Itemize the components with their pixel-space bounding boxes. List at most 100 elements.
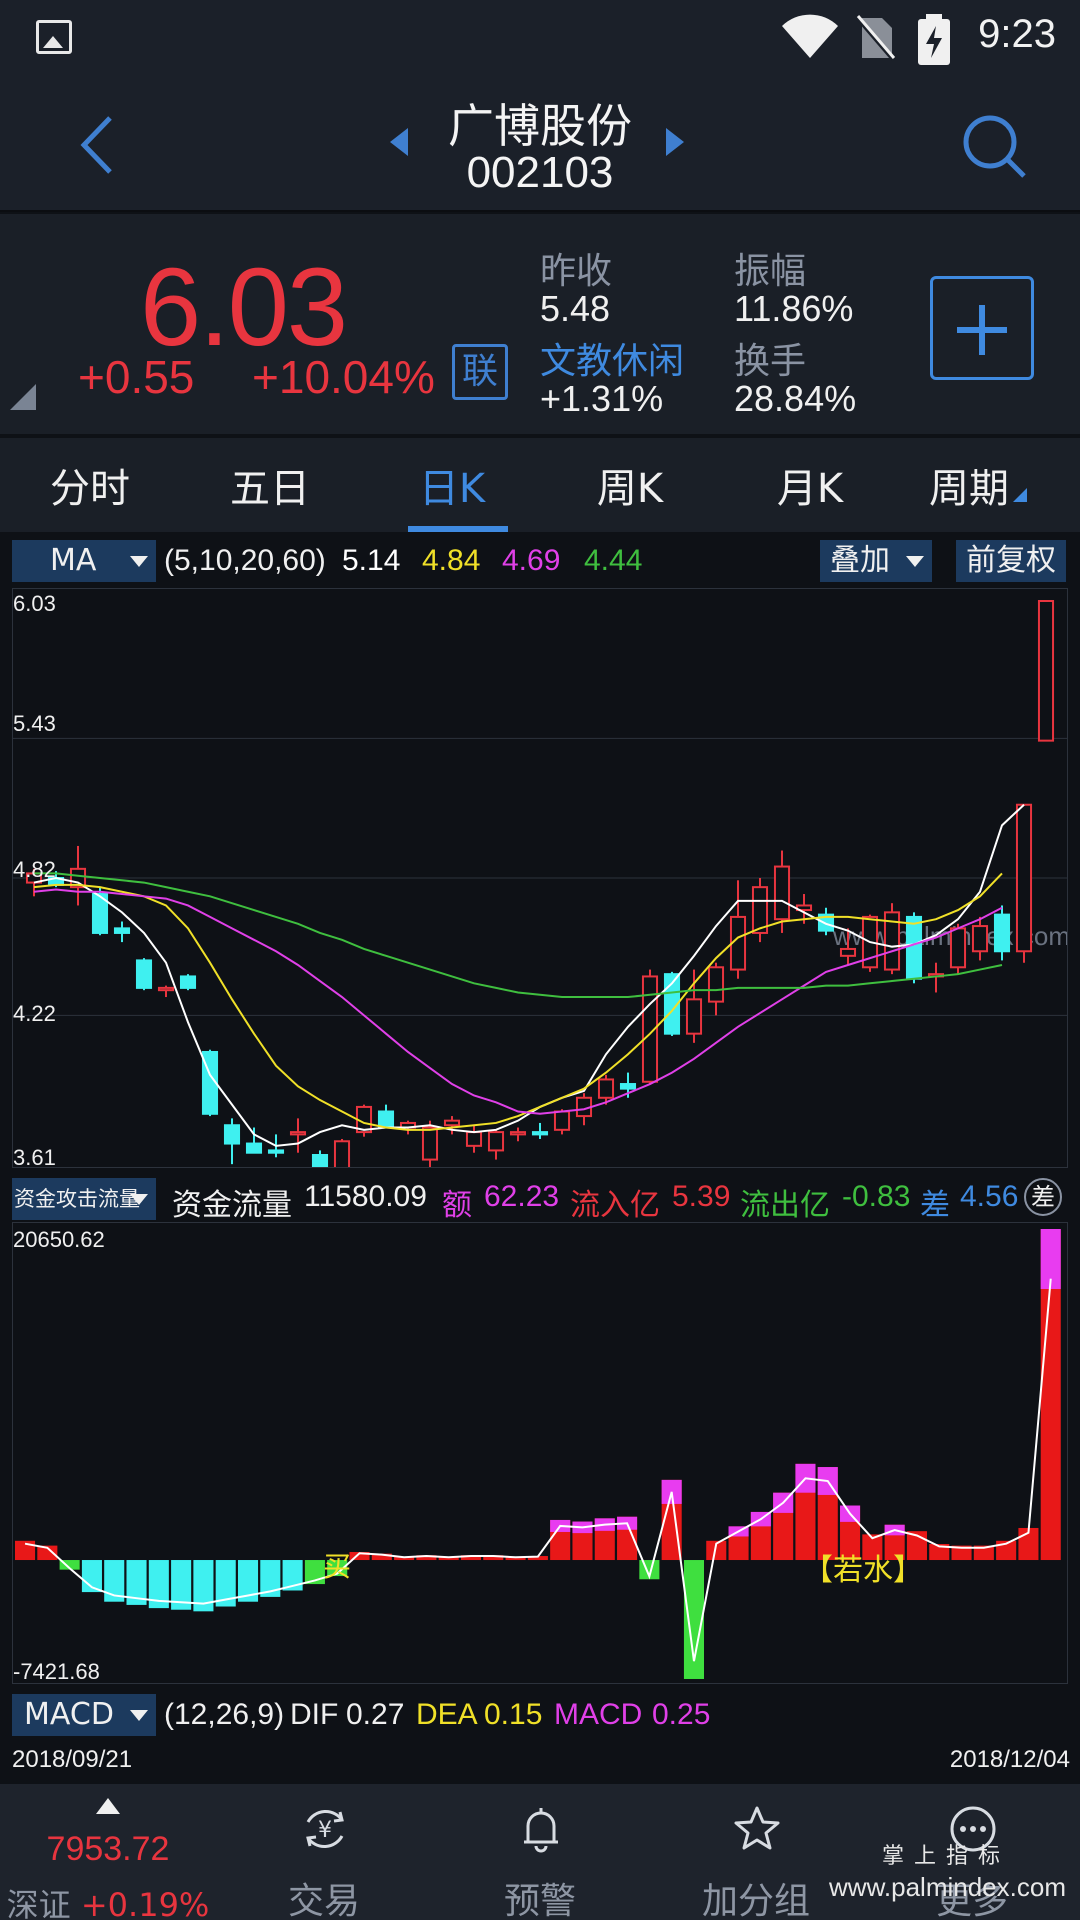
ma-line-ma5 [33,804,1025,1147]
fund-flow-bar [527,1556,548,1561]
stock-header: 广博股份 002103 [0,76,1080,212]
fund-flow-bar [505,1556,526,1561]
tab-period-label: 周期 [929,466,1009,512]
fund-flow-bar [483,1555,504,1561]
nav-trade[interactable]: ¥ 交易 [216,1784,432,1920]
nav-alert-label: 预警 [503,1881,576,1920]
fund-flow-dropdown-label: 资金攻击流量 [14,1187,140,1211]
fund-flow-value: 11580.09 [304,1180,427,1213]
nav-market-index[interactable]: 7953.72 深证 +0.19% [0,1784,216,1920]
tab-period[interactable]: 周期 [888,456,1068,514]
amount-label: 额 [442,1189,472,1222]
candle-up [157,986,175,992]
ma-line-ma20 [33,888,1003,1115]
candle-up [751,886,769,934]
candle-up [289,1131,307,1136]
tab-daily-k[interactable]: 日K [418,466,486,512]
date-range-row: 2018/09/21 2018/12/04 [0,1740,1080,1778]
forward-adjust-button[interactable]: 前复权 [956,540,1066,582]
macd-indicator-bar: MACD (12,26,9) DIF 0.27 DEA 0.15 MACD 0.… [0,1688,1080,1738]
candle-down [113,927,131,934]
candle-down [267,1149,285,1154]
dif-value: 0.27 [346,1698,405,1731]
candle-down [179,975,197,989]
fund-flow-bar [260,1560,281,1597]
candle-up [971,925,989,953]
candle-up [443,1119,461,1127]
ma-indicator-bar: MA (5,10,20,60) 5.14 4.84 4.69 4.44 叠加 前… [0,534,1080,586]
fund-flow-bar [349,1552,370,1561]
kline-chart-panel[interactable]: www.palmindex.com 6.03 5.43 4.82 4.22 3.… [12,588,1068,1170]
bell-icon [524,1808,558,1853]
search-icon[interactable] [960,112,1030,182]
candle-up [707,966,725,1003]
back-arrow-icon[interactable] [70,110,130,180]
price-axis-max: 6.03 [13,591,56,616]
candle-down [531,1131,549,1136]
tab-monthly-k[interactable]: 月K [776,466,844,512]
candle-down [245,1142,263,1154]
index-value: 7953.72 [46,1830,170,1868]
add-watchlist-button[interactable] [930,276,1034,380]
fund-flow-bar [394,1556,415,1561]
fund-flow-label: 资金流量 [172,1189,292,1222]
tab-weekly-k[interactable]: 周K [596,466,664,512]
nav-add-group[interactable]: 加分组 [648,1784,864,1920]
inflow-label: 流入亿 [570,1189,660,1222]
fund-flow-bar [683,1560,705,1679]
amount-value: 62.23 [484,1180,560,1213]
ma-params: (5,10,20,60) [164,544,326,577]
clock: 9:23 [978,12,1056,56]
fund-flow-bar [171,1560,192,1610]
fund-flow-bar [1040,1229,1061,1561]
buy-signal-label: 买 [323,1550,352,1583]
ma-line-ma60 [34,872,1003,999]
candle-up [509,1131,527,1136]
chart-period-tabs: 分时 五日 日K 周K 月K 周期 [0,438,1080,532]
price-axis-min: 3.61 [13,1145,56,1170]
diff-toggle-button[interactable]: 差 [1024,1178,1062,1216]
prev-close-value: 5.48 [540,288,611,329]
index-change: +0.19% [80,1886,210,1920]
chevron-down-icon [130,556,148,567]
index-change-row: 深证 +0.19% [0,1880,216,1920]
watermark-cn: 掌上指标 [881,1844,1010,1869]
watermark-url: www.palmindex.com [829,1872,1066,1902]
trade-yuan-icon: ¥ [306,1809,344,1849]
candle-up [839,947,857,957]
candle-up [333,1140,351,1167]
turnover-label: 换手 [734,341,807,382]
candle-down [663,973,681,1035]
fund-flow-bar [460,1555,482,1561]
chevron-down-icon [130,1194,148,1205]
tab-five-day[interactable]: 五日 [230,466,310,512]
tab-intraday[interactable]: 分时 [50,466,130,512]
nav-alert[interactable]: 预警 [432,1784,648,1920]
macd-dropdown[interactable]: MACD [12,1694,156,1736]
wifi-icon [782,14,838,58]
fund-flow-chart-panel[interactable]: 20650.62 -7421.68 买 【若水】 [12,1222,1068,1684]
overlay-dropdown[interactable]: 叠加 [820,540,932,582]
chevron-down-icon [906,556,924,567]
dif-label: DIF [290,1698,339,1731]
candle-up [1037,600,1055,742]
amplitude-label: 振幅 [734,251,807,292]
price-change-percent: +10.04% [252,351,435,403]
next-stock-arrow-icon[interactable] [666,128,684,156]
prev-stock-arrow-icon[interactable] [390,128,408,156]
candle-up [773,865,791,921]
nav-more[interactable]: 更多 [864,1784,1080,1920]
active-tab-indicator [408,526,508,532]
fund-flow-dropdown[interactable]: 资金攻击流量 [12,1178,156,1220]
fund-flow-bar [327,1560,348,1577]
link-badge-button[interactable]: 联 [452,344,508,400]
candle-up [685,998,703,1035]
candle-down [905,915,923,980]
ma-line-ma10 [33,872,1003,1131]
no-sim-icon [856,15,896,62]
fund-flow-bar [951,1545,972,1561]
industry-link[interactable]: 文教休闲 [540,341,685,382]
expand-corner-icon[interactable] [10,384,36,410]
ma-dropdown[interactable]: MA [12,540,156,582]
fund-flow-bar [215,1560,236,1607]
